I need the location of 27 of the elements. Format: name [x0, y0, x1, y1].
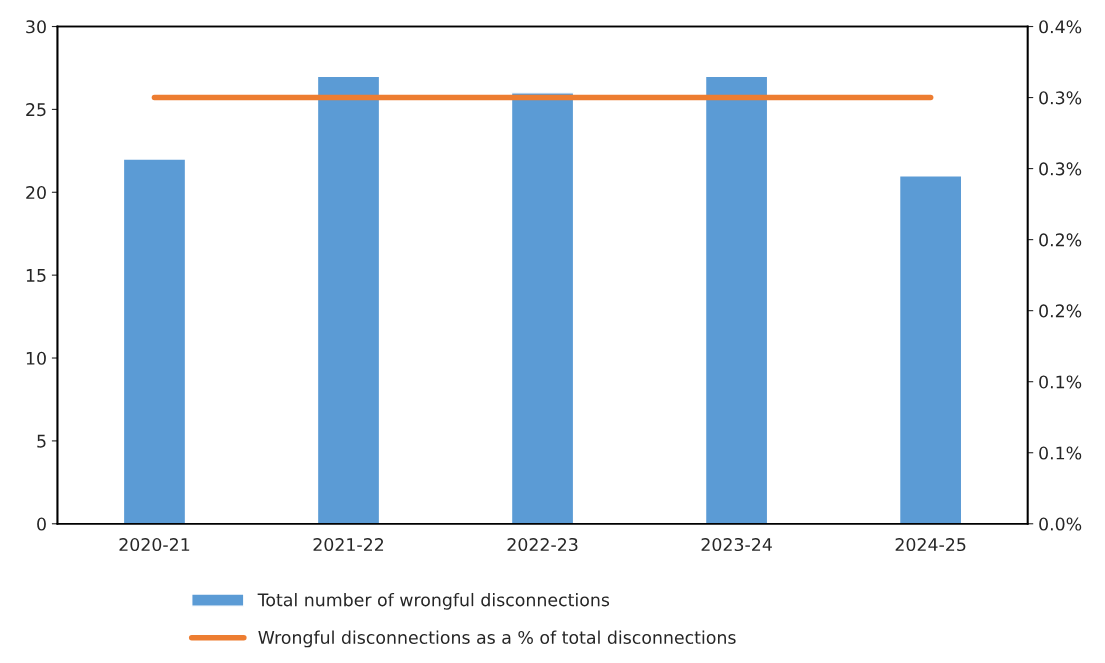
x-tick-label: 2020-21	[119, 537, 190, 552]
bar	[316, 75, 381, 524]
legend-label: Wrongful disconnections as a % of total disconnections	[258, 630, 736, 648]
y-tick-label: 15	[26, 269, 46, 282]
y2-tick-label: 0.1%	[1039, 375, 1082, 389]
x-tick-label: 2022-23	[507, 537, 578, 552]
y-tick-label: 5	[37, 434, 46, 448]
bar	[898, 175, 963, 524]
x-tick-label: 2024-25	[895, 537, 966, 552]
y2-tick-label: 0.3%	[1039, 162, 1082, 176]
bar	[510, 92, 575, 524]
y-tick-label: 30	[26, 20, 46, 34]
bar	[704, 75, 769, 524]
y2-tick-label: 0.0%	[1039, 517, 1082, 531]
x-tick-label: 2021-22	[313, 537, 384, 552]
y-tick-label: 0	[37, 517, 46, 531]
y-tick-label: 20	[26, 185, 46, 200]
legend-label: Total number of wrongful disconnections	[257, 592, 610, 610]
y2-tick-label: 0.2%	[1039, 304, 1082, 318]
y2-tick-label: 0.3%	[1039, 91, 1082, 105]
bar	[122, 158, 187, 524]
y2-tick-label: 0.2%	[1039, 233, 1082, 247]
y2-tick-label: 0.1%	[1039, 446, 1082, 460]
y-tick-label: 25	[26, 103, 46, 117]
x-tick-label: 2023-24	[701, 537, 772, 552]
y-tick-label: 10	[26, 351, 46, 365]
y2-tick-label: 0.4%	[1039, 20, 1082, 34]
